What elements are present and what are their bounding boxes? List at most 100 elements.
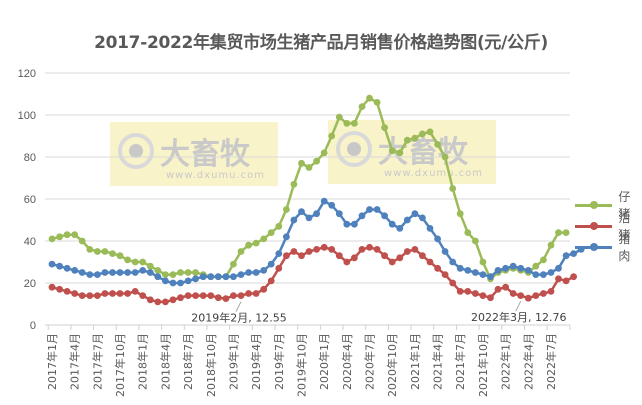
data-point[interactable] bbox=[124, 290, 131, 297]
data-point[interactable] bbox=[524, 267, 532, 274]
data-point[interactable] bbox=[139, 258, 147, 266]
data-point[interactable] bbox=[540, 271, 547, 278]
data-point[interactable] bbox=[403, 216, 411, 224]
data-point[interactable] bbox=[388, 147, 396, 155]
data-point[interactable] bbox=[199, 273, 207, 281]
data-point[interactable] bbox=[351, 220, 358, 228]
data-point[interactable] bbox=[487, 273, 494, 281]
data-point[interactable] bbox=[570, 273, 577, 281]
data-point[interactable] bbox=[305, 214, 313, 222]
data-point[interactable] bbox=[71, 290, 79, 297]
data-point[interactable] bbox=[502, 264, 509, 272]
data-point[interactable] bbox=[275, 264, 283, 272]
data-point[interactable] bbox=[396, 254, 404, 262]
data-point[interactable] bbox=[101, 269, 109, 276]
data-point[interactable] bbox=[351, 254, 358, 262]
data-point[interactable] bbox=[419, 252, 426, 260]
data-point[interactable] bbox=[162, 271, 169, 278]
data-point[interactable] bbox=[245, 290, 253, 297]
data-point[interactable] bbox=[532, 262, 540, 270]
data-point[interactable] bbox=[86, 246, 94, 253]
data-point[interactable] bbox=[94, 271, 101, 278]
data-point[interactable] bbox=[540, 290, 547, 297]
data-point[interactable] bbox=[494, 267, 502, 274]
data-point[interactable] bbox=[109, 269, 116, 276]
data-point[interactable] bbox=[411, 134, 419, 142]
data-point[interactable] bbox=[305, 248, 313, 255]
data-point[interactable] bbox=[434, 235, 441, 243]
data-point[interactable] bbox=[78, 292, 86, 299]
data-point[interactable] bbox=[509, 290, 517, 297]
data-point[interactable] bbox=[313, 246, 320, 253]
data-point[interactable] bbox=[162, 298, 169, 306]
data-point[interactable] bbox=[388, 220, 396, 228]
data-point[interactable] bbox=[177, 269, 184, 276]
data-point[interactable] bbox=[252, 239, 260, 247]
data-point[interactable] bbox=[562, 252, 570, 260]
data-point[interactable] bbox=[381, 212, 388, 220]
data-point[interactable] bbox=[335, 113, 343, 121]
data-point[interactable] bbox=[524, 294, 532, 302]
data-point[interactable] bbox=[139, 267, 147, 274]
data-point[interactable] bbox=[222, 295, 230, 302]
data-point[interactable] bbox=[56, 233, 63, 241]
data-point[interactable] bbox=[146, 296, 154, 304]
data-point[interactable] bbox=[472, 237, 479, 245]
data-point[interactable] bbox=[502, 283, 509, 291]
data-point[interactable] bbox=[109, 290, 116, 297]
data-point[interactable] bbox=[366, 243, 373, 251]
data-point[interactable] bbox=[207, 292, 215, 299]
data-point[interactable] bbox=[169, 271, 177, 278]
data-point[interactable] bbox=[434, 264, 441, 272]
data-point[interactable] bbox=[48, 260, 56, 268]
data-point[interactable] bbox=[464, 267, 472, 274]
data-point[interactable] bbox=[184, 292, 192, 299]
data-point[interactable] bbox=[456, 288, 464, 295]
data-point[interactable] bbox=[343, 120, 351, 127]
data-point[interactable] bbox=[547, 269, 555, 276]
data-point[interactable] bbox=[260, 235, 268, 243]
data-point[interactable] bbox=[373, 246, 381, 253]
data-point[interactable] bbox=[479, 258, 487, 266]
data-point[interactable] bbox=[472, 290, 479, 297]
data-point[interactable] bbox=[411, 246, 419, 253]
data-point[interactable] bbox=[562, 229, 570, 237]
data-point[interactable] bbox=[411, 210, 419, 218]
data-point[interactable] bbox=[320, 149, 328, 157]
data-point[interactable] bbox=[245, 269, 253, 276]
data-point[interactable] bbox=[71, 267, 79, 274]
data-point[interactable] bbox=[94, 248, 101, 255]
data-point[interactable] bbox=[63, 264, 71, 272]
data-point[interactable] bbox=[283, 206, 290, 213]
data-point[interactable] bbox=[154, 298, 162, 306]
data-point[interactable] bbox=[320, 243, 328, 251]
data-point[interactable] bbox=[192, 275, 200, 283]
data-point[interactable] bbox=[139, 292, 147, 299]
data-point[interactable] bbox=[456, 210, 464, 218]
data-point[interactable] bbox=[381, 252, 388, 260]
data-point[interactable] bbox=[214, 273, 222, 281]
data-point[interactable] bbox=[245, 241, 253, 249]
data-point[interactable] bbox=[184, 277, 192, 285]
data-point[interactable] bbox=[230, 292, 237, 299]
data-point[interactable] bbox=[63, 231, 71, 239]
data-point[interactable] bbox=[441, 248, 449, 255]
data-point[interactable] bbox=[366, 206, 373, 213]
data-point[interactable] bbox=[283, 233, 290, 241]
data-point[interactable] bbox=[207, 273, 215, 281]
data-point[interactable] bbox=[78, 269, 86, 276]
data-point[interactable] bbox=[335, 210, 343, 218]
data-point[interactable] bbox=[124, 269, 131, 276]
data-point[interactable] bbox=[358, 246, 366, 253]
data-point[interactable] bbox=[419, 130, 426, 138]
data-point[interactable] bbox=[313, 210, 320, 218]
data-point[interactable] bbox=[146, 269, 154, 276]
data-point[interactable] bbox=[441, 153, 449, 161]
data-point[interactable] bbox=[532, 271, 540, 278]
data-point[interactable] bbox=[555, 229, 562, 237]
data-point[interactable] bbox=[214, 294, 222, 302]
data-point[interactable] bbox=[373, 206, 381, 213]
data-point[interactable] bbox=[517, 292, 525, 299]
data-point[interactable] bbox=[547, 241, 555, 249]
data-point[interactable] bbox=[124, 256, 131, 264]
